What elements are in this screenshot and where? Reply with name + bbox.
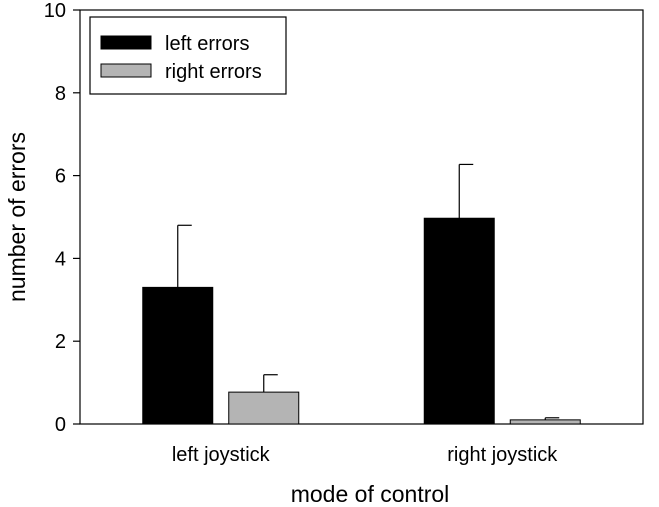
bar-left-errors-1: [423, 217, 495, 425]
y-tick-label: 2: [55, 331, 66, 353]
y-tick-label: 6: [55, 166, 66, 188]
x-axis-title: mode of control: [291, 481, 450, 507]
bar-left-errors-0: [142, 286, 214, 425]
y-tick-label: 10: [44, 0, 66, 22]
legend-swatch-right-errors: [100, 63, 152, 78]
legend: left errors right errors: [89, 16, 287, 95]
legend-label-right-errors: right errors: [165, 61, 262, 83]
y-tick-label: 4: [55, 248, 66, 270]
axes: [79, 9, 644, 425]
bar-right-errors-1: [509, 419, 581, 425]
y-axis-title: number of errors: [4, 132, 30, 302]
legend-swatch-left-errors: [100, 35, 152, 50]
y-tick-label: 0: [55, 414, 66, 436]
plot-frame: [79, 9, 644, 425]
y-tick-label: 8: [55, 83, 66, 105]
legend-label-left-errors: left errors: [165, 33, 249, 55]
legend-box: [89, 16, 287, 95]
x-axis-category-labels: left joystick right joystick: [172, 444, 558, 466]
bars: [142, 163, 581, 425]
y-axis-ticks: 0 2 4 6 8 10: [44, 0, 80, 436]
bar-right-errors-0: [228, 391, 300, 425]
x-category-label: left joystick: [172, 444, 271, 466]
x-category-label: right joystick: [447, 444, 558, 466]
